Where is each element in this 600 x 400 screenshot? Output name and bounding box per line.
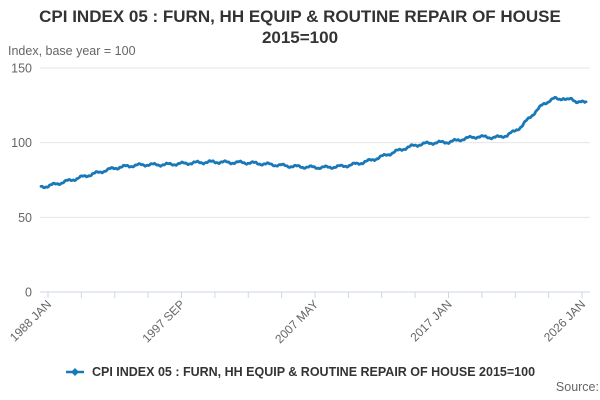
y-tick-label: 100 [11,136,32,150]
legend: CPI INDEX 05 : FURN, HH EQUIP & ROUTINE … [0,362,600,382]
y-axis-unit-label: Index, base year = 100 [8,44,136,58]
y-tick-label: 150 [11,62,32,76]
legend-marker [65,368,84,376]
x-tick-label: 2026 JAN [541,297,588,344]
x-tick-label: 2007 MAY [272,297,321,346]
y-tick-label: 50 [18,211,32,225]
legend-item-label[interactable]: CPI INDEX 05 : FURN, HH EQUIP & ROUTINE … [91,365,536,379]
chart-title: CPI INDEX 05 : FURN, HH EQUIP & ROUTINE … [39,7,561,47]
y-tick-label: 0 [25,286,32,300]
legend-diamond-icon [70,368,79,376]
x-tick-label: 1997 SEP [140,297,188,345]
x-tick-label: 2017 JAN [407,297,454,344]
source-note: Source: [555,380,599,394]
series-line [39,95,588,190]
chart-canvas: 0 50 100 150 1988 JAN 1997 SEP 2007 MAY 2017 JA… [7,62,590,346]
x-tick-label: 1988 JAN [7,297,54,344]
